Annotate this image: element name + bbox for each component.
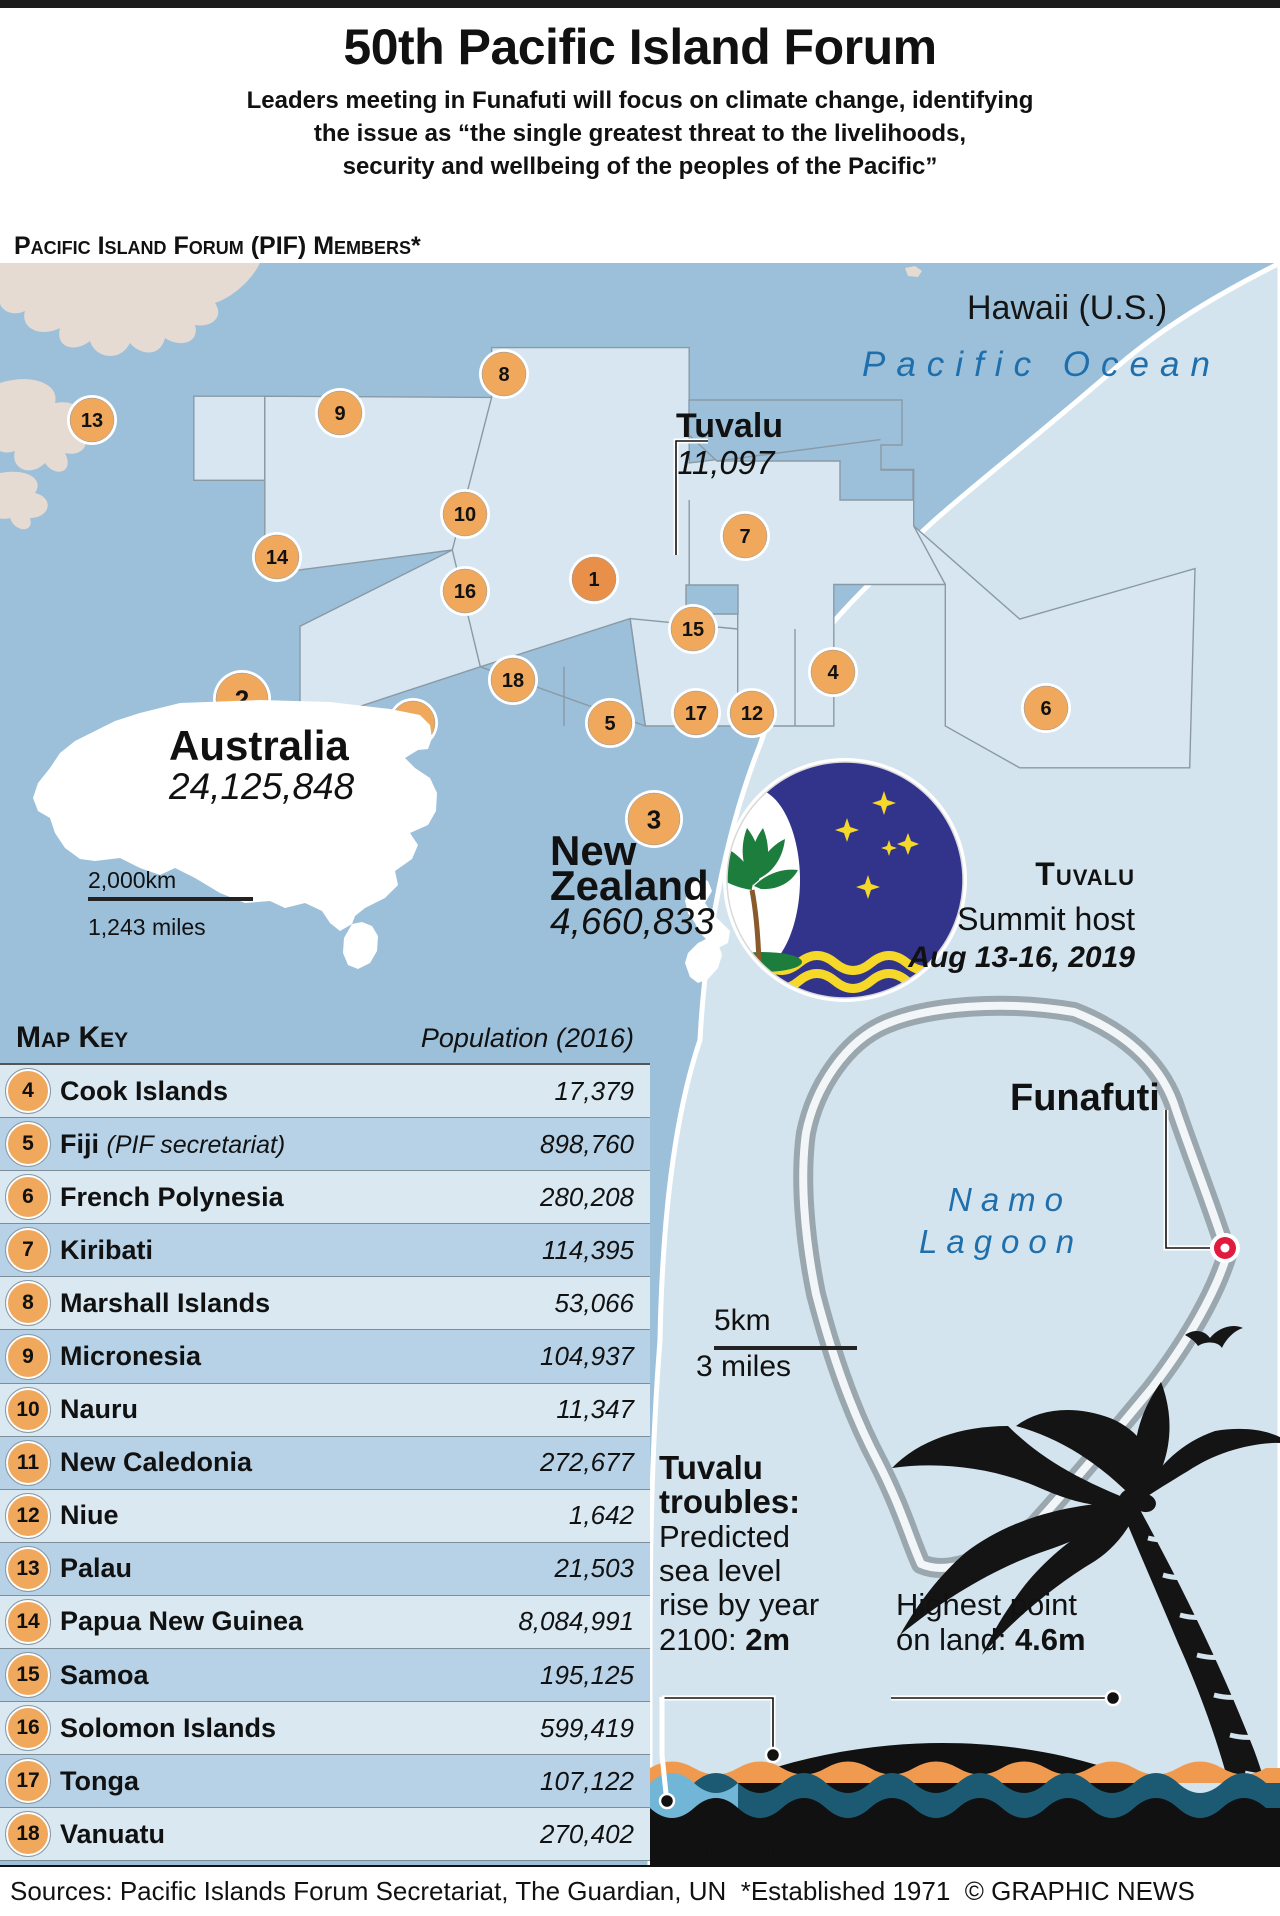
svg-text:Funafuti: Funafuti <box>1010 1077 1160 1119</box>
svg-text:14: 14 <box>266 547 289 569</box>
svg-text:15: 15 <box>682 619 704 641</box>
svg-text:8: 8 <box>498 364 509 386</box>
svg-text:11,097: 11,097 <box>676 444 776 481</box>
svg-text:rise by year: rise by year <box>659 1587 819 1622</box>
svg-text:18: 18 <box>502 670 524 692</box>
svg-text:5km: 5km <box>714 1304 771 1337</box>
svg-text:Current sea level: Current sea level <box>659 1828 933 1866</box>
svg-text:sea level: sea level <box>659 1553 781 1588</box>
svg-text:10: 10 <box>454 504 476 526</box>
svg-text:Pacific Ocean: Pacific Ocean <box>862 345 1221 384</box>
svg-text:Hawaii (U.S.): Hawaii (U.S.) <box>967 289 1167 327</box>
svg-text:Lagoon: Lagoon <box>919 1223 1083 1260</box>
svg-text:7: 7 <box>739 526 750 548</box>
svg-text:2,000km: 2,000km <box>88 867 176 893</box>
svg-text:13: 13 <box>81 410 103 432</box>
svg-text:16: 16 <box>454 581 476 603</box>
svg-text:6: 6 <box>1040 698 1051 720</box>
svg-text:Tuvalu: Tuvalu <box>659 1449 763 1486</box>
svg-text:24,125,848: 24,125,848 <box>168 766 355 807</box>
svg-text:3: 3 <box>647 804 661 834</box>
svg-text:Highest point: Highest point <box>896 1587 1077 1622</box>
svg-text:Summit host: Summit host <box>957 901 1135 937</box>
svg-text:4: 4 <box>827 662 839 684</box>
svg-text:5: 5 <box>604 713 615 735</box>
svg-text:1,243 miles: 1,243 miles <box>88 914 206 940</box>
svg-text:Namo: Namo <box>948 1181 1072 1218</box>
svg-text:Australia: Australia <box>169 722 349 769</box>
svg-text:2100: 2m: 2100: 2m <box>659 1622 790 1657</box>
svg-text:4,660,833: 4,660,833 <box>550 901 715 942</box>
svg-text:on land: 4.6m: on land: 4.6m <box>896 1622 1086 1657</box>
svg-text:troubles:: troubles: <box>659 1483 800 1520</box>
svg-text:17: 17 <box>685 703 707 725</box>
svg-text:3 miles: 3 miles <box>696 1350 791 1383</box>
svg-text:12: 12 <box>741 703 763 725</box>
svg-text:Predicted: Predicted <box>659 1519 790 1554</box>
svg-text:1: 1 <box>588 569 599 591</box>
svg-text:Aug 13-16, 2019: Aug 13-16, 2019 <box>907 941 1135 974</box>
svg-text:Tuvalu: Tuvalu <box>1035 856 1135 892</box>
svg-text:9: 9 <box>334 403 345 425</box>
